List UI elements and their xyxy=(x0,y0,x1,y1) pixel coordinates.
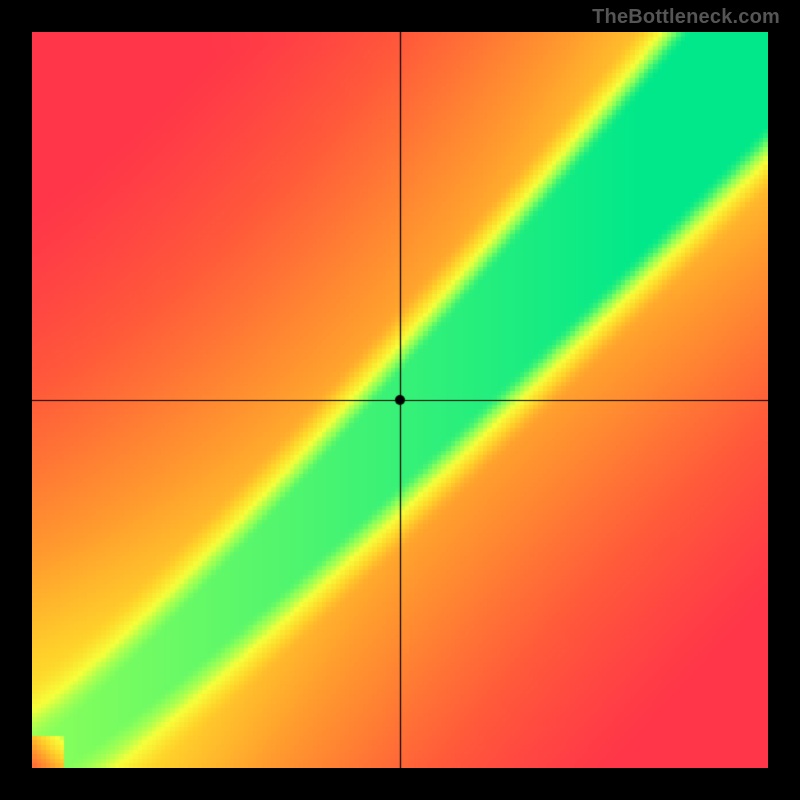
watermark-text: TheBottleneck.com xyxy=(592,6,780,29)
bottleneck-heatmap xyxy=(32,32,768,768)
